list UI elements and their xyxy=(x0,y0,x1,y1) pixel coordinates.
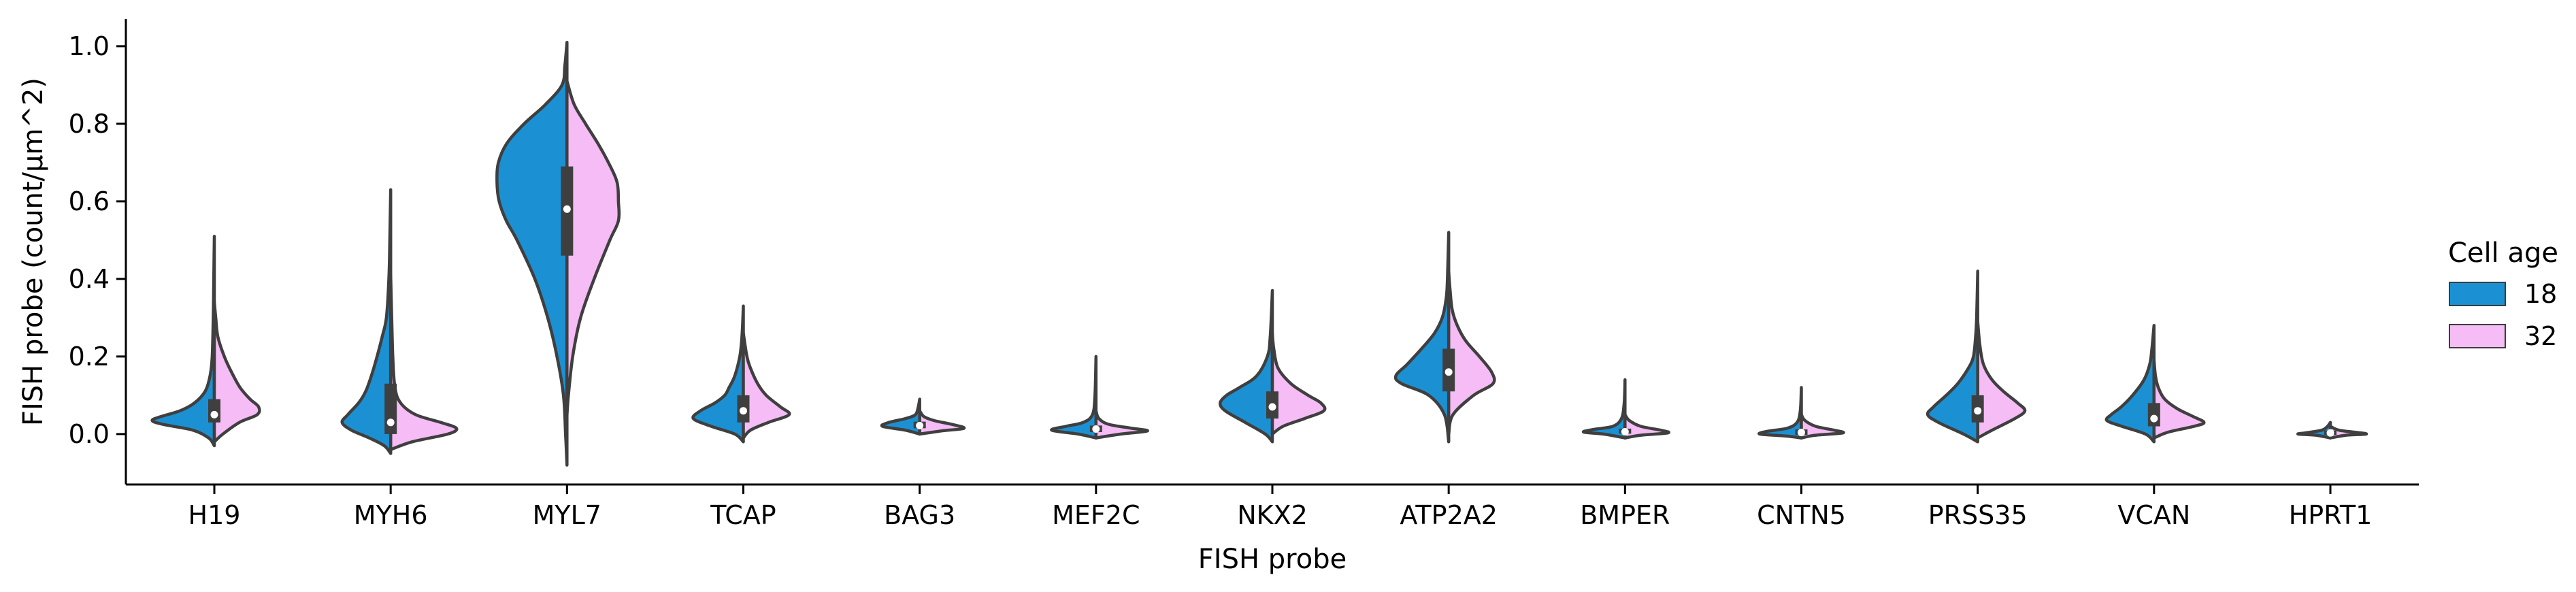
violin-18-myl7 xyxy=(495,40,569,467)
median-dot-prss35 xyxy=(1974,407,1982,415)
violin-32-myl7 xyxy=(565,79,621,416)
violin-32-nkx2 xyxy=(1270,331,1327,436)
violin-18-cntn5 xyxy=(1757,386,1803,440)
x-tick-label: MEF2C xyxy=(1052,500,1140,530)
median-dot-tcap xyxy=(740,407,747,415)
violin-18-myh6 xyxy=(340,188,393,455)
legend-swatch-32 xyxy=(2449,324,2506,348)
x-tick-label: TCAP xyxy=(710,500,776,530)
legend-swatch-18 xyxy=(2449,282,2506,306)
x-tick-label: MYL7 xyxy=(533,500,601,530)
x-tick-label: MYH6 xyxy=(354,500,428,530)
y-tick-label: 0.4 xyxy=(69,264,110,294)
violin-32-vcan xyxy=(2152,359,2206,440)
violin-18-bag3 xyxy=(880,397,921,436)
violin-32-bmper xyxy=(1623,413,1670,440)
iqr-box-myh6 xyxy=(384,383,397,434)
x-tick-label: HPRT1 xyxy=(2289,500,2373,530)
median-dot-atp2a2 xyxy=(1444,368,1453,376)
y-tick-label: 0.6 xyxy=(69,186,110,216)
iqr-box-h19 xyxy=(208,399,220,423)
median-dot-vcan xyxy=(2150,414,2158,423)
violin-18-atp2a2 xyxy=(1393,231,1451,444)
median-dot-hprt1 xyxy=(2326,429,2334,437)
violin-32-prss35 xyxy=(1976,320,2027,440)
median-dot-mef2c xyxy=(1092,425,1100,433)
violin-32-hprt1 xyxy=(2328,425,2368,440)
violin-18-h19 xyxy=(150,234,216,448)
violin-18-hprt1 xyxy=(2296,421,2332,440)
median-dot-nkx2 xyxy=(1268,403,1276,411)
violin-18-vcan xyxy=(2104,324,2156,444)
violin-18-prss35 xyxy=(1926,269,1979,444)
violin-32-atp2a2 xyxy=(1447,269,1496,436)
x-tick-label: CNTN5 xyxy=(1757,500,1846,530)
x-tick-label: BMPER xyxy=(1580,500,1670,530)
violin-18-tcap xyxy=(691,304,745,444)
median-dot-h19 xyxy=(210,410,218,418)
median-dot-myl7 xyxy=(563,205,571,213)
x-axis-label: FISH probe xyxy=(1198,544,1347,575)
median-dot-bmper xyxy=(1621,427,1629,435)
violin-32-bag3 xyxy=(918,409,966,436)
x-tick-label: H19 xyxy=(188,500,241,530)
x-tick-label: BAG3 xyxy=(884,500,955,530)
iqr-box-vcan xyxy=(2147,403,2160,427)
violin-32-h19 xyxy=(212,300,261,444)
y-tick-label: 0.0 xyxy=(69,419,110,449)
x-axis-ticks: H19 MYH6 MYL7 TCAP BAG3 MEF2C NKX2 ATP2A2 BMPER C… xyxy=(188,484,2373,530)
y-tick-label: 0.2 xyxy=(69,342,110,372)
y-tick-label: 1.0 xyxy=(69,31,110,61)
legend-title: Cell age xyxy=(2448,237,2558,269)
y-axis-ticks: 0.0 0.2 0.4 0.6 0.8 1.0 xyxy=(69,31,126,449)
box-group xyxy=(208,69,2336,446)
x-tick-label: VCAN xyxy=(2117,500,2190,530)
violin-32-tcap xyxy=(742,331,791,440)
violin-18-mef2c xyxy=(1050,355,1098,440)
median-dot-bag3 xyxy=(916,421,924,429)
y-axis-label: FISH probe (count/µm^2) xyxy=(18,78,49,426)
x-tick-label: NKX2 xyxy=(1237,500,1308,530)
violin-18-nkx2 xyxy=(1219,289,1274,444)
violin-32-mef2c xyxy=(1094,409,1149,440)
violin-group xyxy=(150,40,2368,467)
violin-32-myh6 xyxy=(389,273,459,451)
x-tick-label: ATP2A2 xyxy=(1400,500,1498,530)
x-tick-label: PRSS35 xyxy=(1928,500,2028,530)
violin-32-cntn5 xyxy=(1800,413,1845,440)
median-dot-myh6 xyxy=(386,418,395,427)
legend-label-18: 18 xyxy=(2524,279,2557,309)
median-dot-cntn5 xyxy=(1798,429,1805,437)
y-tick-label: 0.8 xyxy=(69,109,110,139)
violin-18-bmper xyxy=(1581,378,1627,440)
legend-label-32: 32 xyxy=(2524,321,2557,351)
legend: Cell age 18 32 xyxy=(2448,237,2558,351)
